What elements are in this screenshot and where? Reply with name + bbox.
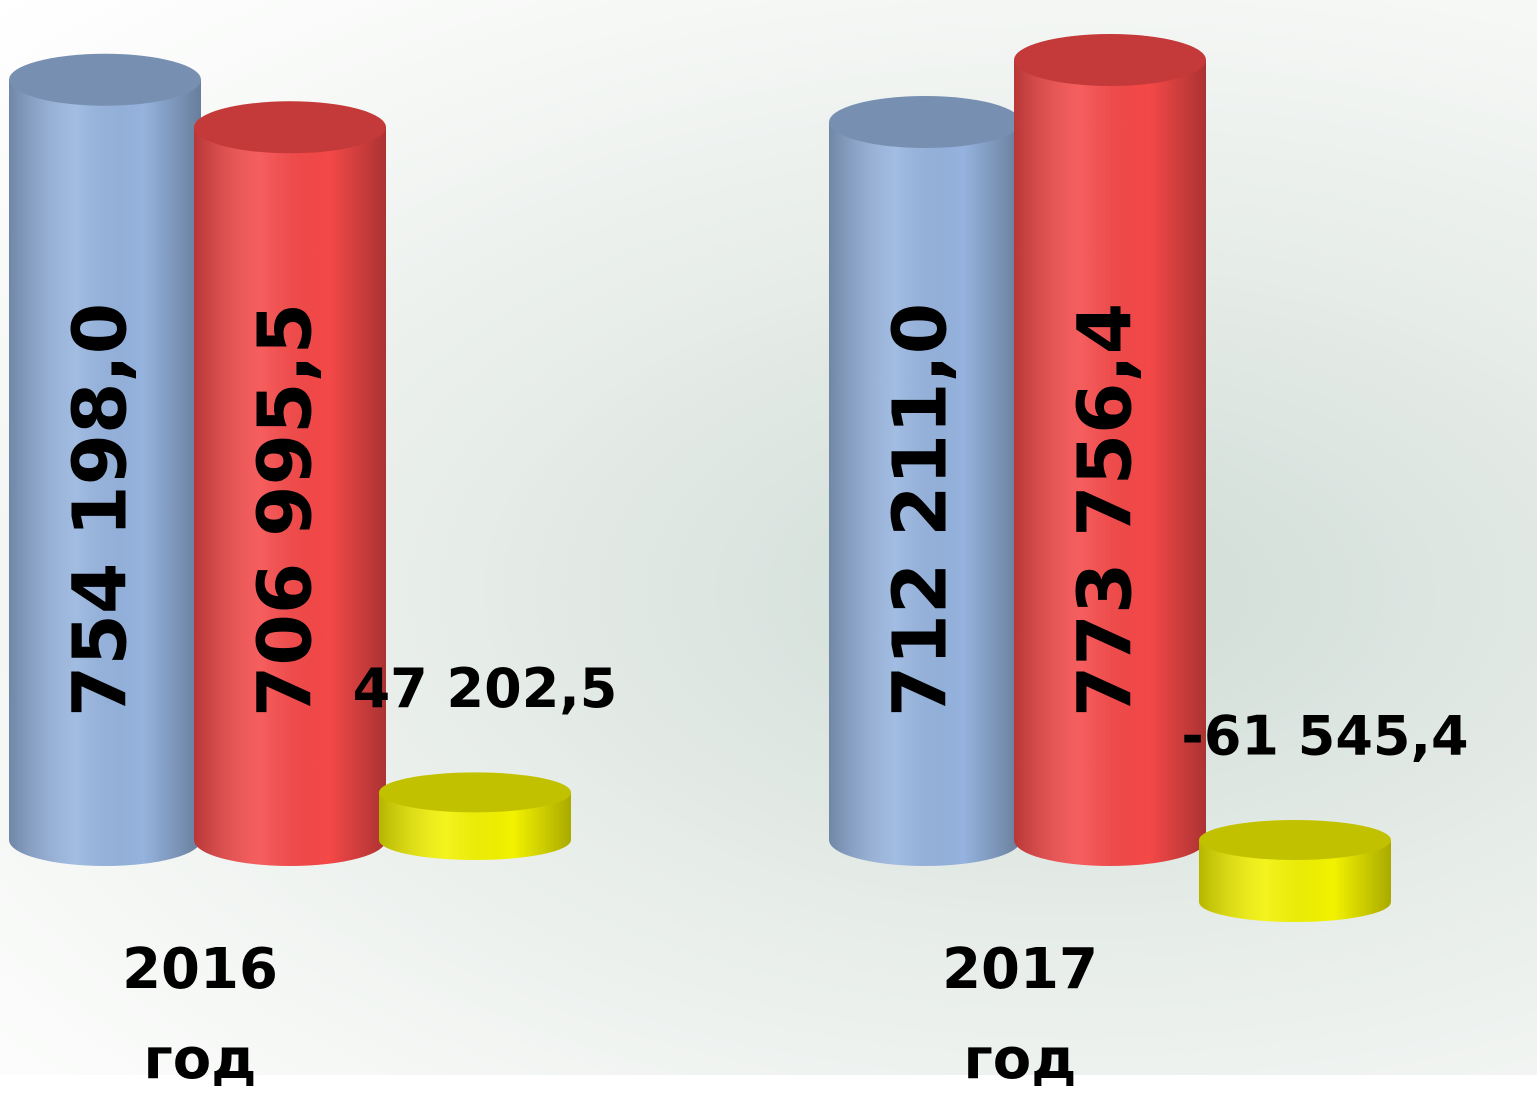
bar [379,772,571,860]
value-label: 754 198,0 [58,303,144,717]
value-label: 712 211,0 [878,303,964,717]
bar-top-shade [194,101,386,153]
category-label: 2016 год [50,925,350,1105]
bar-top-shade [829,96,1021,148]
bar [1199,820,1391,922]
bar-top-shade [1199,820,1391,860]
value-label: 47 202,5 [353,657,618,720]
value-label: 706 995,5 [243,303,329,717]
bar-top-shade [1014,34,1206,86]
bar-top-shade [379,772,571,812]
category-label: 2017 год [870,925,1170,1105]
plot: 754 198,0 706 995,5 47 202,5 712 211,0 773 7… [0,0,1537,1075]
bar-top-shade [9,54,201,106]
value-label: -61 545,4 [1181,705,1468,768]
chart: 754 198,0 706 995,5 47 202,5 712 211,0 773 7… [0,0,1537,1075]
value-label: 773 756,4 [1063,303,1149,717]
